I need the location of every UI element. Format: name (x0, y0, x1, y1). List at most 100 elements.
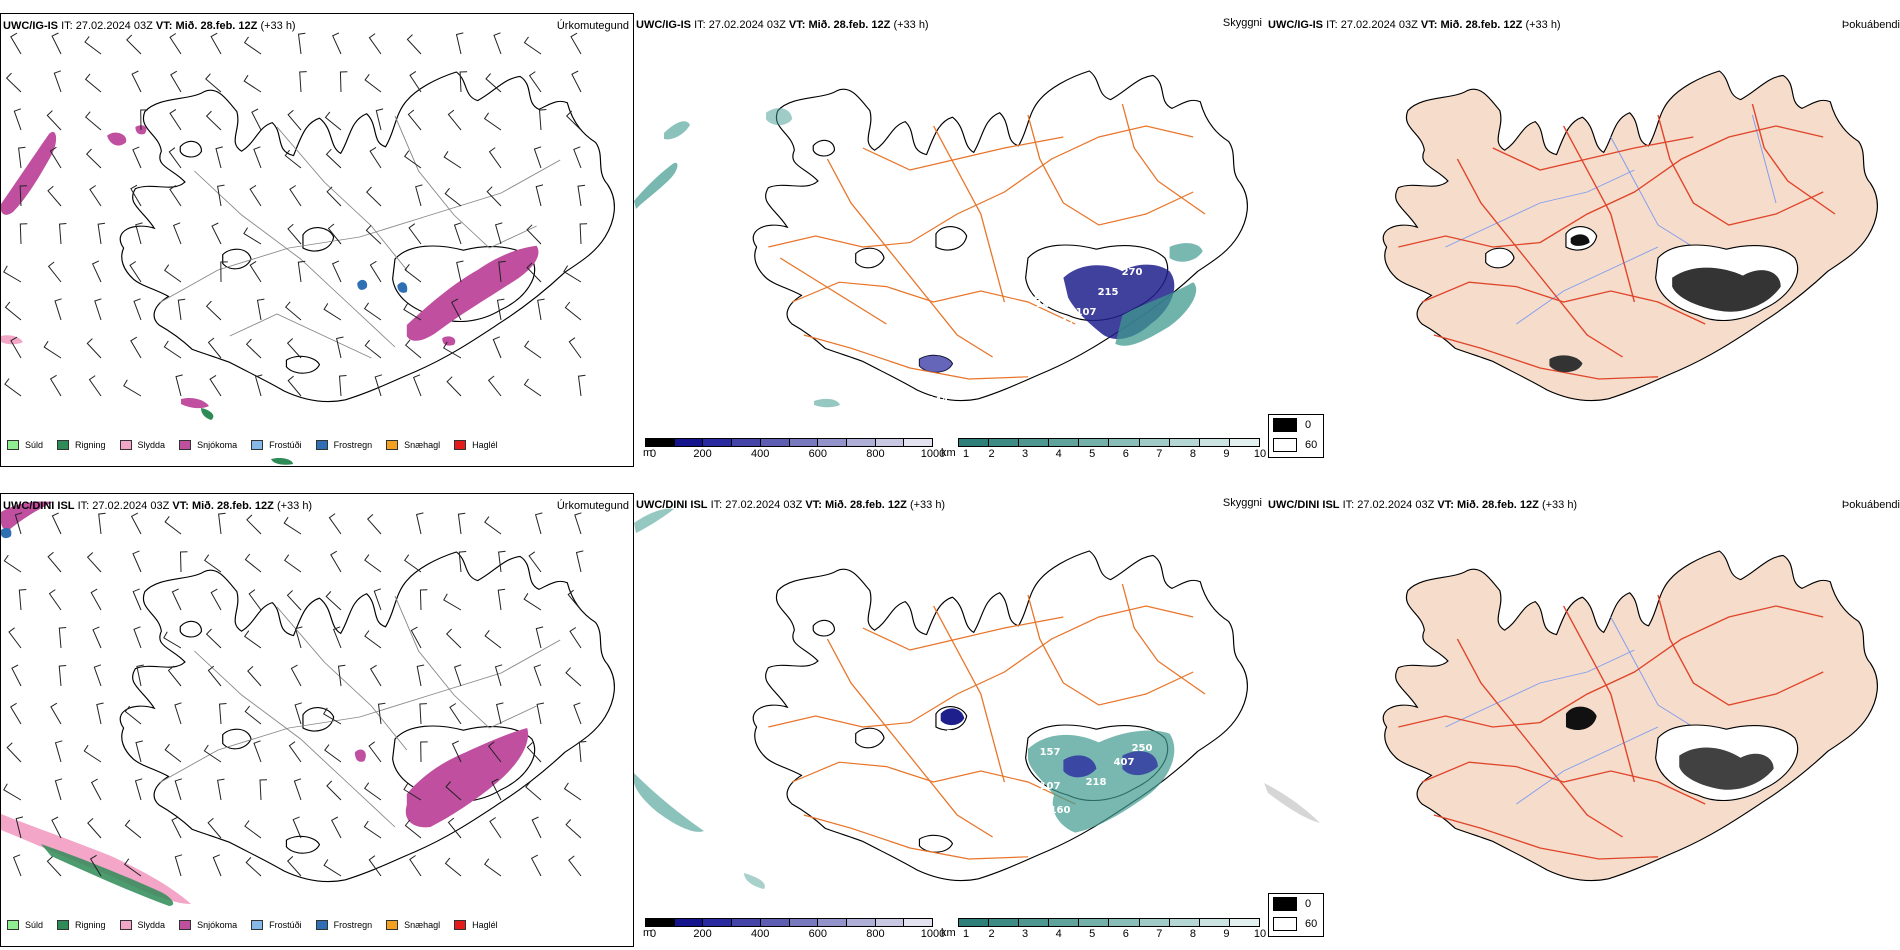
colorbar-tick: 10 (1253, 928, 1267, 940)
colorbar-cell (818, 919, 847, 926)
wind-barb (98, 512, 106, 535)
wind-barb (46, 856, 62, 877)
wind-barb (403, 783, 422, 801)
wind-barb (244, 820, 262, 839)
wind-barb (58, 665, 67, 687)
wind-barb (364, 782, 382, 801)
precip-type-panel-dini: UWC/DINI ISL IT: 27.02.2024 03Z VT: Mið.… (0, 493, 634, 947)
wind-barb (445, 628, 462, 649)
wind-barb (420, 741, 428, 763)
colorbar-cell (732, 919, 761, 926)
visibility-value-label: 144 (928, 395, 949, 406)
wind-barb (174, 854, 183, 877)
panel-title: UWC/DINI ISL IT: 27.02.2024 03Z VT: Mið.… (1268, 499, 1578, 511)
wind-barb (328, 513, 342, 535)
wind-barb (534, 512, 543, 535)
wind-barb (244, 705, 262, 725)
wind-barb (164, 743, 182, 763)
wind-barb (364, 630, 382, 649)
legend-swatch (251, 440, 264, 450)
legend-label: Rigning (75, 920, 106, 930)
wind-barb (167, 665, 182, 687)
wind-barb (377, 702, 386, 725)
visibility-value-label: 95 (939, 729, 953, 740)
colorbar-tick: 800 (866, 928, 885, 940)
wind-barb (369, 664, 382, 687)
wind-barb (3, 783, 22, 801)
wind-barb (96, 702, 104, 725)
road-network (768, 103, 1206, 380)
wind-barb (451, 298, 462, 321)
wind-barb (577, 184, 586, 207)
colorbar-tick: 8 (1189, 448, 1196, 460)
wind-barb (569, 627, 582, 649)
wind-barb (43, 340, 62, 359)
legend-swatch (386, 920, 399, 930)
wind-barb (47, 261, 62, 283)
wind-barb (207, 665, 222, 687)
wind-barb (204, 554, 222, 573)
wind-barb (568, 855, 582, 877)
legend-swatch (454, 920, 467, 930)
precip-map (1, 32, 615, 465)
colorbar-cell (1229, 439, 1259, 446)
road-network (768, 583, 1206, 860)
wind-barb (97, 222, 106, 245)
wind-barb (130, 184, 142, 207)
wind-barb (163, 340, 182, 359)
colorbar-tick: 2 (988, 448, 995, 460)
wind-barb (530, 854, 542, 877)
wind-barb (443, 151, 462, 169)
fog-indicator-panel-igis: UWC/IG-IS IT: 27.02.2024 03Z VT: Mið. 28… (1264, 13, 1900, 467)
wind-barb (243, 227, 262, 245)
wind-barb (89, 854, 102, 877)
visibility-scale-m: 0 200 400 600 800 1000 m (643, 918, 945, 940)
wind-barb (537, 298, 545, 321)
wind-barb (404, 554, 422, 573)
colorbar-cell (789, 439, 819, 446)
wind-barb (174, 702, 182, 725)
legend-swatch (119, 920, 132, 930)
wind-barb (523, 378, 542, 397)
wind-barb (526, 742, 542, 763)
legend-swatch (454, 440, 467, 450)
wind-barb (363, 820, 382, 839)
visibility-value-label: 129 (1002, 785, 1023, 796)
wind-barbs (3, 32, 588, 397)
wind-barb (493, 32, 502, 55)
wind-barb (85, 148, 102, 169)
wind-barb (364, 74, 382, 93)
fog-map (1264, 550, 1878, 882)
wind-barb (451, 740, 462, 763)
fog-areas (1485, 226, 1799, 373)
wind-barb (140, 109, 148, 131)
wind-barb (332, 626, 342, 649)
legend-label: Slydda (137, 920, 166, 930)
wind-barb (483, 858, 502, 877)
wind-barb (217, 778, 225, 801)
wind-barb (283, 516, 302, 535)
colorbar-cell (789, 919, 819, 926)
wind-barbs (3, 512, 587, 877)
legend-swatch (179, 440, 192, 450)
variable-label: Þokuábendi (1841, 19, 1900, 31)
wind-barb (247, 666, 262, 687)
wind-barb (419, 703, 427, 725)
wind-barb (573, 146, 582, 169)
wind-barb (456, 260, 464, 283)
wind-barb (491, 778, 502, 801)
legend-item: Súld (7, 920, 43, 930)
wind-barb (337, 664, 346, 687)
wind-barb (58, 223, 67, 245)
colorbar-cell (1049, 919, 1080, 926)
rivers (1445, 114, 1777, 325)
wind-barb (332, 32, 342, 55)
wind-barb (92, 626, 102, 649)
wind-barb (132, 588, 142, 611)
wind-barb (220, 261, 228, 283)
wind-barb (164, 264, 182, 283)
colorbar-tick: 1000 (920, 928, 946, 940)
wind-barb (565, 819, 582, 839)
wind-barb (565, 110, 582, 131)
wind-barb (172, 222, 182, 245)
